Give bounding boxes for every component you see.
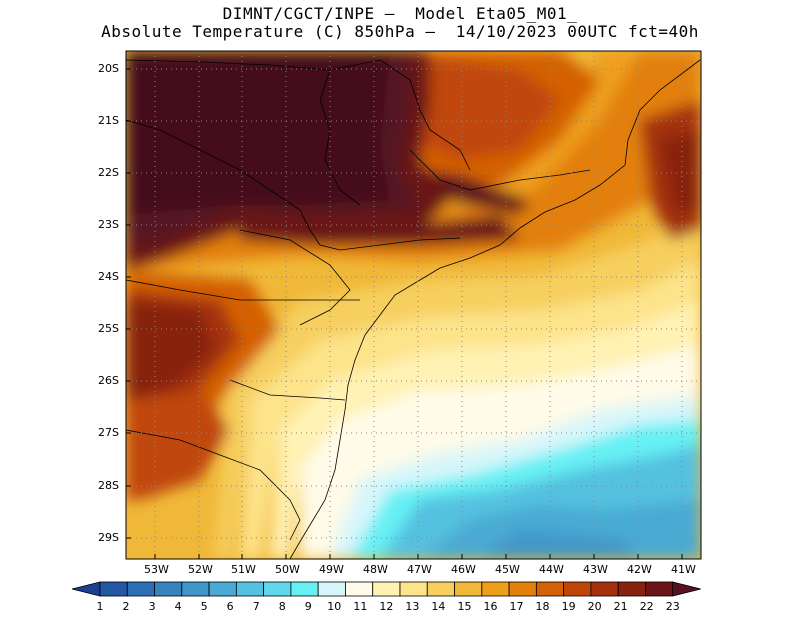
colorbar-swatch: [535, 581, 565, 597]
colorbar-swatch: [590, 581, 619, 597]
colorbar-label: 10: [327, 600, 342, 613]
temperature-field: [126, 51, 701, 559]
colorbar-label: 11: [353, 600, 368, 613]
colorbar-label: 12: [379, 600, 394, 613]
colorbar-swatch: [235, 581, 265, 597]
lat-label: 27S: [98, 426, 119, 439]
lat-label: 28S: [98, 479, 119, 492]
colorbar-swatch: [263, 581, 292, 597]
colorbar-label: 23: [665, 600, 680, 613]
colorbar-label: 9: [304, 600, 312, 613]
lat-label: 22S: [98, 166, 119, 179]
colorbar-label: 7: [252, 600, 260, 613]
colorbar-label: 13: [405, 600, 420, 613]
colorbar-label: 3: [148, 600, 156, 613]
colorbar-swatch: [454, 581, 483, 597]
lat-label: 20S: [98, 62, 119, 75]
lat-label: 23S: [98, 218, 119, 231]
axis-ticks: [126, 68, 683, 559]
colorbar-label: 16: [483, 600, 498, 613]
colorbar-label: 19: [561, 600, 576, 613]
colorbar-swatch: [426, 581, 455, 597]
lon-label: 51W: [231, 563, 256, 576]
lat-lon-grid: [126, 51, 701, 559]
lat-label: 25S: [98, 322, 119, 335]
lat-label: 21S: [98, 114, 119, 127]
colorbar-label: 6: [226, 600, 234, 613]
lon-label: 43W: [583, 563, 608, 576]
colorbar-arrow-low: [71, 581, 101, 597]
colorbar-swatch: [181, 581, 210, 597]
colorbar-swatch: [345, 581, 374, 597]
colorbar-label: 21: [613, 600, 628, 613]
colorbar-swatch: [208, 581, 237, 597]
colorbar-label: 14: [431, 600, 446, 613]
lon-label: 44W: [539, 563, 564, 576]
lon-label: 52W: [188, 563, 213, 576]
colorbar-swatch: [563, 581, 592, 597]
colorbar-label: 8: [278, 600, 286, 613]
colorbar-swatch: [126, 581, 155, 597]
colorbar-swatch: [399, 581, 428, 597]
lat-label: 26S: [98, 374, 119, 387]
map-title-line-2: Absolute Temperature (C) 850hPa — 14/10/…: [101, 22, 699, 41]
colorbar-label: 15: [457, 600, 472, 613]
lon-label: 50W: [275, 563, 300, 576]
colorbar-swatch: [99, 581, 128, 597]
lat-label: 29S: [98, 531, 119, 544]
colorbar-swatch: [508, 581, 537, 597]
colorbar-label: 20: [587, 600, 602, 613]
colorbar-arrow-high: [672, 581, 701, 597]
colorbar-label: 18: [535, 600, 550, 613]
lon-label: 53W: [144, 563, 169, 576]
colorbar-swatch: [372, 581, 401, 597]
colorbar-swatch: [481, 581, 510, 597]
lon-label: 47W: [407, 563, 432, 576]
colorbar-label: 4: [174, 600, 182, 613]
colorbar-label: 22: [639, 600, 654, 613]
colorbar-label: 17: [509, 600, 524, 613]
colorbar-label: 1: [96, 600, 104, 613]
lon-label: 49W: [319, 563, 344, 576]
colorbar-swatch: [317, 581, 346, 597]
colorbar: [71, 581, 701, 597]
colorbar-swatch: [154, 581, 183, 597]
colorbar-label: 2: [122, 600, 130, 613]
lon-label: 48W: [363, 563, 388, 576]
coastline-borders: [126, 59, 701, 559]
lat-label: 24S: [98, 270, 119, 283]
colorbar-swatch: [617, 581, 646, 597]
colorbar-label: 5: [200, 600, 208, 613]
colorbar-swatch: [290, 581, 319, 597]
lon-label: 46W: [451, 563, 476, 576]
colorbar-swatch: [645, 581, 674, 597]
map-frame: [125, 50, 702, 560]
lon-label: 42W: [627, 563, 652, 576]
map-title-line-1: DIMNT/CGCT/INPE — Model Eta05_M01_: [222, 4, 578, 23]
lon-label: 45W: [495, 563, 520, 576]
lon-label: 41W: [671, 563, 696, 576]
